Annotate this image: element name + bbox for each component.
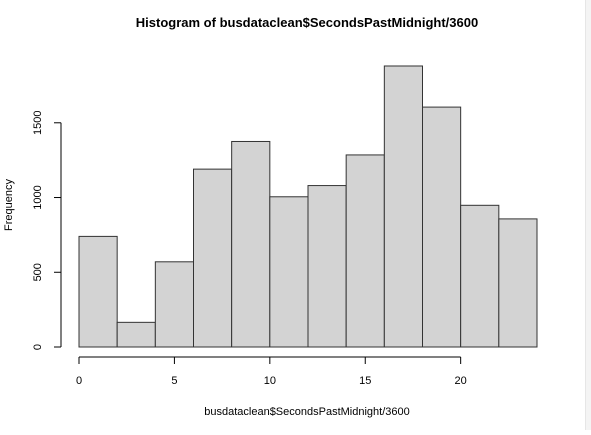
x-tick-label: 10: [264, 375, 276, 387]
y-tick-label: 1500: [32, 111, 44, 135]
x-tick-label: 15: [359, 375, 371, 387]
histogram-bar: [383, 65, 424, 348]
y-tick-label: 500: [32, 263, 44, 281]
y-axis-label: Frequency: [3, 179, 15, 231]
histogram-bar: [154, 261, 194, 348]
x-tick-label: 0: [76, 375, 82, 387]
histogram-bar: [498, 218, 538, 348]
histogram-bar: [460, 204, 500, 348]
histogram-bar: [422, 106, 462, 348]
y-tick-label: 1000: [32, 185, 44, 209]
y-axis: 0 500 1000 1500: [32, 111, 62, 350]
histogram-bar: [345, 154, 385, 348]
histogram-bar: [231, 140, 271, 348]
y-tick-label: 0: [32, 344, 44, 350]
histogram-bar: [78, 235, 118, 348]
histogram-bar: [307, 185, 347, 348]
x-axis-label: busdataclean$SecondsPastMidnight/3600: [204, 406, 409, 418]
x-tick-label: 20: [455, 375, 467, 387]
x-axis: 0 5 10 15 20: [76, 356, 467, 387]
histogram-bar: [116, 321, 156, 348]
y-ticks: 0 500 1000 1500: [32, 111, 61, 350]
window-edge: [585, 0, 591, 430]
histogram-bar: [193, 168, 233, 348]
x-tick-label: 5: [171, 375, 177, 387]
histogram-bar: [269, 196, 309, 348]
x-ticks: 0 5 10 15 20: [76, 357, 467, 387]
chart-title: Histogram of busdataclean$SecondsPastMid…: [136, 15, 478, 30]
bars-group: [78, 65, 538, 348]
